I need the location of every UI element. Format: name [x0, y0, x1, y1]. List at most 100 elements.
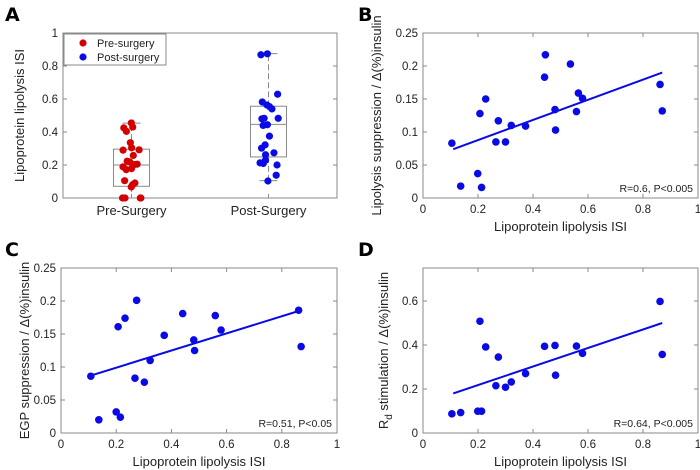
data-point-post-surgery [257, 51, 265, 59]
data-point-post-surgery [259, 159, 267, 168]
x-tick-label: 0.6 [219, 439, 235, 451]
data-point [473, 169, 482, 178]
y-tick-label: 0.1 [40, 362, 56, 374]
data-point [501, 138, 510, 146]
data-point [456, 182, 465, 190]
x-tick-label: 0.8 [635, 439, 651, 451]
data-point [492, 381, 500, 390]
regression-line [452, 322, 663, 395]
y-tick-label: 1 [52, 28, 58, 40]
data-point [87, 372, 95, 381]
axes-frame [422, 267, 699, 434]
data-point [501, 383, 510, 392]
y-tick-label: 0.15 [34, 329, 56, 341]
data-point [132, 296, 141, 305]
legend-marker [79, 53, 87, 61]
x-tick-label: 0.2 [470, 439, 486, 451]
stats-annotation: R=0.64, P<0.005 [614, 418, 694, 430]
data-point [540, 342, 549, 351]
y-axis-label-main: R [376, 420, 391, 429]
data-point [481, 343, 490, 351]
data-point-pre-surgery [129, 151, 137, 160]
x-tick-label: 1 [695, 204, 700, 216]
x-tick-label: 0.6 [580, 204, 596, 216]
y-tick-label: 0.8 [42, 61, 58, 73]
data-point [572, 107, 581, 116]
x-tick-label: 0.8 [274, 439, 290, 451]
data-point-pre-surgery [129, 123, 137, 131]
regression-line [90, 309, 302, 377]
data-point [551, 341, 559, 350]
data-point [476, 317, 484, 326]
data-point [656, 297, 664, 306]
data-point [112, 408, 120, 416]
y-tick-label: 0.6 [42, 94, 58, 106]
panel-b: B 0 0.05 0.1 0.15 0.2 0.25 Lipolysis suppressio… [358, 4, 700, 234]
data-point [658, 350, 667, 359]
data-point [481, 95, 490, 103]
x-axis-label: Lipoprotein lipolysis ISI [133, 454, 266, 469]
x-tick-label: 0.2 [108, 439, 124, 451]
data-point-post-surgery [264, 177, 272, 185]
data-point-pre-surgery [137, 194, 145, 202]
data-point [476, 109, 484, 118]
data-point [541, 50, 550, 59]
data-point [656, 80, 664, 89]
y-axis-label: Lipolysis suppression / Δ(%)insulin [369, 15, 384, 215]
data-point [178, 309, 187, 318]
data-point [114, 322, 122, 331]
y-axis-label: Rd stimulation / Δ(%)insulin [376, 272, 395, 429]
y-tick-label: 0.25 [34, 263, 56, 275]
data-point [492, 138, 500, 146]
data-point [121, 314, 129, 322]
y-tick-label: 0 [52, 193, 58, 205]
x-tick-label: 0.2 [470, 204, 486, 216]
y-tick-label: 0.4 [42, 127, 59, 139]
x-tick-label: 0.8 [635, 204, 651, 216]
data-point-pre-surgery [135, 146, 143, 154]
y-axis-label-rest: stimulation / Δ(%)insulin [376, 272, 391, 414]
x-tick-label: Post-Surgery [231, 203, 307, 218]
data-point [566, 60, 575, 68]
data-point [448, 139, 456, 148]
x-tick-label: 0 [58, 439, 64, 451]
data-point [189, 336, 198, 344]
data-point [494, 116, 503, 125]
data-point-pre-surgery [122, 166, 130, 174]
y-tick-label: 0 [50, 428, 56, 440]
data-point-pre-surgery [118, 194, 127, 202]
y-tick-label: 0.4 [402, 340, 419, 352]
data-point [140, 378, 149, 386]
x-tick-label: 0.4 [525, 439, 542, 451]
y-tick-label: 0.2 [402, 61, 418, 73]
axes-frame [62, 32, 338, 199]
data-point [658, 107, 667, 115]
data-point-post-surgery [270, 149, 278, 157]
data-point [456, 408, 465, 417]
data-point [551, 371, 560, 379]
axes-frame [60, 267, 338, 434]
y-tick-label: 0.05 [34, 395, 56, 407]
panel-letter: A [5, 4, 20, 26]
y-axis-label-subscript: d [384, 414, 395, 420]
data-point [521, 369, 530, 378]
data-point-post-surgery [274, 90, 282, 98]
legend-marker [79, 39, 87, 47]
panel-letter: B [358, 4, 372, 26]
x-axis-label: Lipoprotein lipolysis ISI [494, 219, 627, 234]
x-axis-label: Lipoprotein lipolysis ISI [494, 454, 627, 469]
data-point [477, 407, 486, 416]
panel-d: D 0 0.2 0.4 0.6 Rd stimulation / Δ(%)insulin 0… [358, 239, 700, 469]
data-point [507, 378, 516, 386]
data-point-post-surgery [265, 132, 274, 140]
y-tick-label: 0.6 [402, 296, 418, 308]
data-point [190, 346, 199, 355]
data-point [551, 126, 560, 134]
axes-frame [422, 32, 699, 199]
data-point [572, 342, 581, 350]
regression-line [452, 71, 663, 151]
data-point [477, 183, 486, 192]
x-tick-label: 0 [420, 439, 426, 451]
x-tick-label: 0.4 [525, 204, 542, 216]
x-tick-label: 1 [334, 439, 340, 451]
